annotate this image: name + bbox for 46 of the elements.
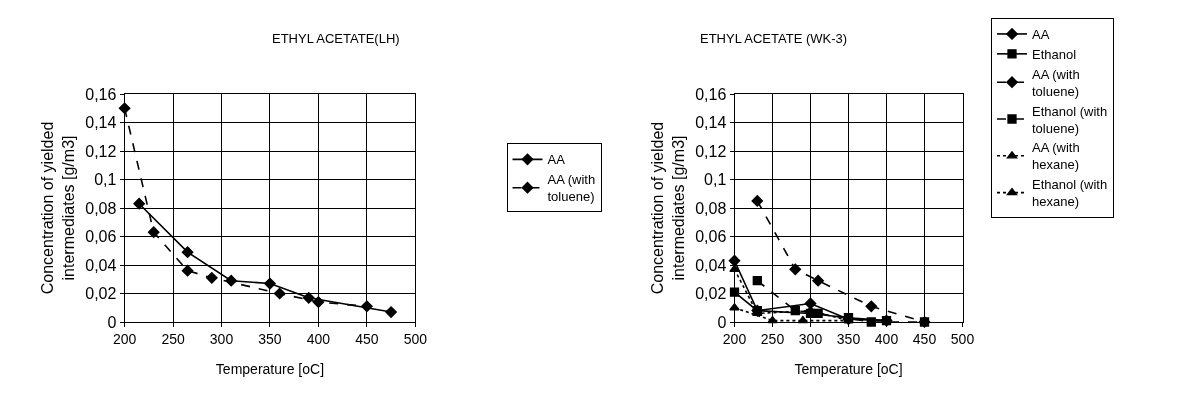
y-tick-label: 0,08	[695, 199, 727, 217]
y-tick-label: 0,16	[695, 85, 727, 103]
y-tick-label: 0,12	[85, 142, 117, 160]
legend-label: AA	[1032, 27, 1050, 43]
y-tick-label: 0,14	[695, 114, 727, 132]
x-tick-label: 250	[161, 330, 185, 347]
x-tick-label: 300	[798, 330, 823, 347]
y-tick-label: 0,04	[695, 256, 727, 274]
y-tick-label: 0,02	[695, 285, 727, 303]
legend-label: AA (with hexane)	[1032, 140, 1080, 173]
x-tick-label: 500	[403, 330, 428, 347]
x-tick-label: 500	[950, 330, 975, 347]
x-tick-label: 300	[209, 330, 234, 347]
y-tick-label: 0,12	[695, 142, 727, 160]
y-tick-label: 0,1	[94, 171, 117, 189]
chart-title: ETHYL ACETATE (WK-3)	[700, 31, 848, 46]
x-tick-label: 400	[306, 330, 331, 347]
legend-label: AA (with toluene)	[547, 172, 596, 205]
y-axis-title: Concentration of yielded intermediates [g/m3]	[649, 121, 688, 295]
x-tick-label: 250	[760, 330, 785, 347]
x-tick-label: 350	[258, 330, 282, 347]
x-tick-label: 200	[722, 330, 747, 347]
x-tick-label: 450	[355, 330, 379, 347]
y-tick-label: 0,16	[85, 85, 117, 103]
y-tick-label: 0	[107, 313, 117, 331]
legend-label: Ethanol (with toluene)	[1032, 103, 1108, 136]
x-axis-title: Temperature [oC]	[794, 361, 903, 378]
y-tick-label: 0,08	[85, 199, 117, 217]
legend-label: Ethanol	[1032, 46, 1077, 62]
y-tick-label: 0,04	[85, 256, 117, 274]
chart-title: ETHYL ACETATE(LH)	[272, 31, 400, 46]
x-tick-label: 450	[912, 330, 937, 347]
y-tick-label: 0,14	[85, 114, 117, 132]
y-tick-label: 0,06	[85, 228, 117, 246]
x-axis-title: Temperature [oC]	[215, 361, 325, 378]
y-tick-label: 0	[717, 313, 727, 331]
x-tick-label: 350	[836, 330, 861, 347]
x-tick-label: 400	[874, 330, 899, 347]
legend-label: AA	[547, 152, 566, 168]
legend-label: AA (with toluene)	[1032, 66, 1080, 99]
legend-label: Ethanol (with hexane)	[1032, 177, 1108, 210]
x-tick-label: 200	[112, 330, 137, 347]
y-tick-label: 0,06	[695, 228, 727, 246]
y-tick-label: 0,02	[85, 285, 117, 303]
y-tick-label: 0,1	[704, 171, 727, 189]
y-axis-title: Concentration of yielded intermediates [g/m3]	[39, 121, 78, 295]
